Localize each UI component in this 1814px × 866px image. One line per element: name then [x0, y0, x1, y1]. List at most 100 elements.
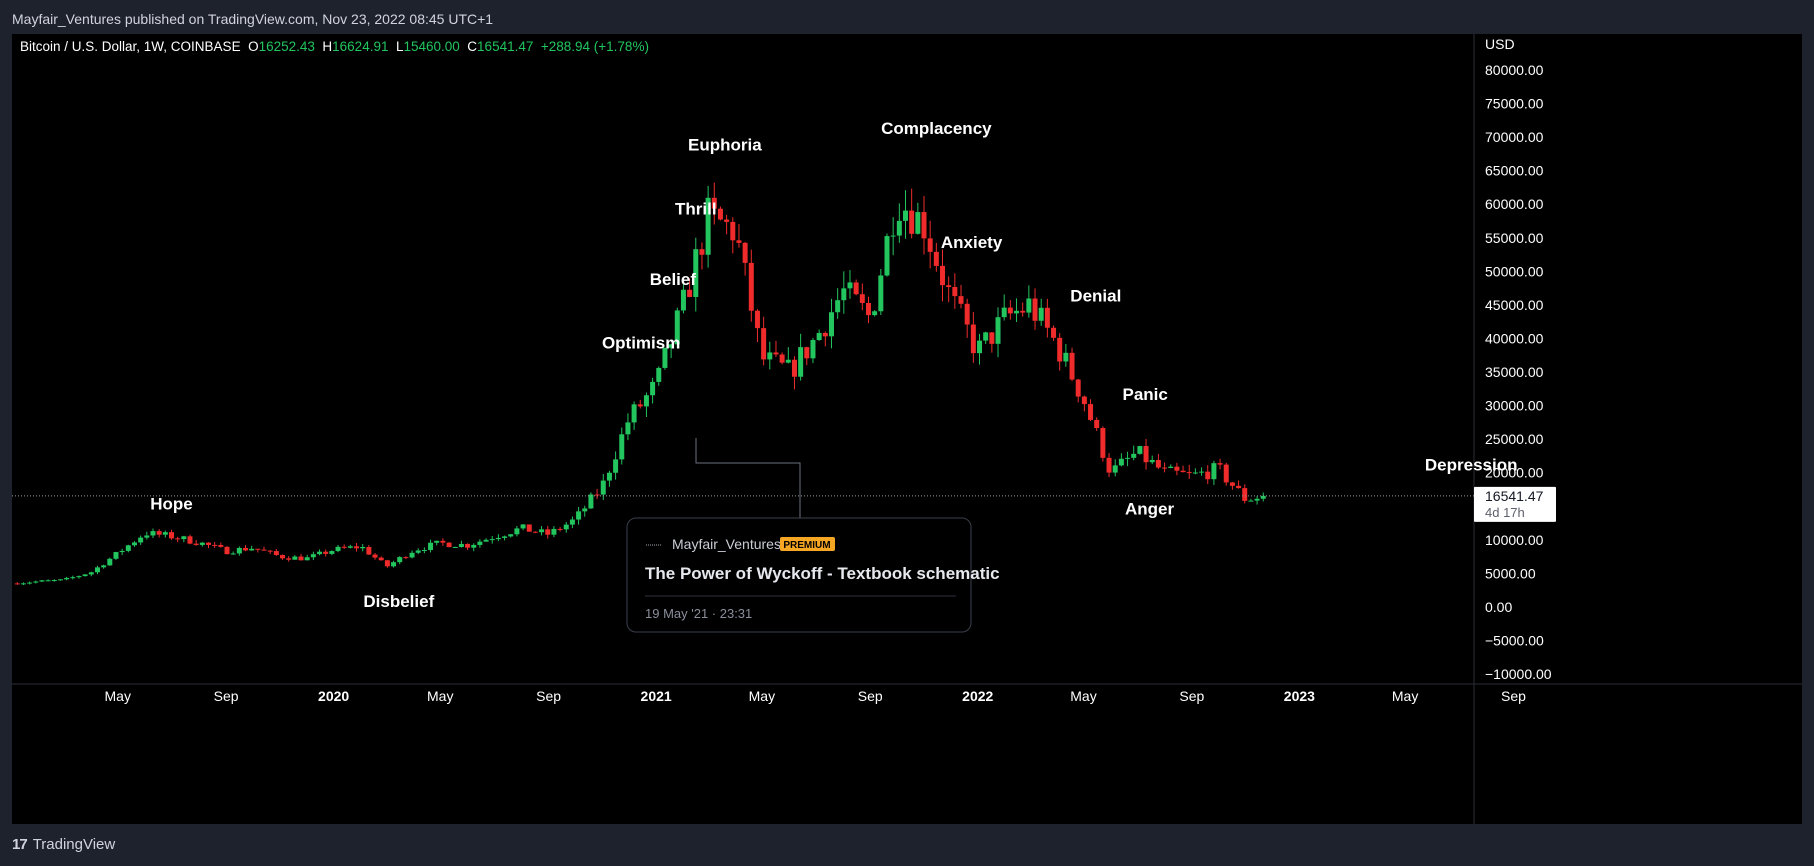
legend[interactable]: Bitcoin / U.S. Dollar, 1W, COINBASE O162… [20, 39, 649, 54]
candle-body [1057, 337, 1063, 362]
candle-body [471, 544, 477, 548]
phase-label[interactable]: Optimism [602, 334, 680, 353]
candle-body [1075, 379, 1081, 397]
phase-label[interactable]: Depression [1425, 456, 1518, 475]
idea-title[interactable]: The Power of Wyckoff - Textbook schemati… [645, 564, 1000, 583]
candle-body [730, 221, 736, 241]
premium-badge [780, 537, 835, 551]
y-tick-label: 70000.00 [1485, 129, 1544, 145]
candle-body [680, 289, 686, 311]
candle-body [397, 557, 403, 563]
candle-body [1155, 459, 1161, 468]
candle-body [1106, 457, 1112, 473]
phase-label[interactable]: Disbelief [363, 592, 434, 611]
candle-body [317, 551, 323, 555]
candle-body [724, 219, 730, 222]
candle-body [508, 534, 514, 537]
idea-connector-line [695, 438, 801, 518]
candle-body [335, 546, 341, 552]
candle-body [428, 542, 434, 551]
candle-body [249, 548, 255, 551]
currency-label[interactable]: USD [1485, 36, 1515, 52]
candle-body [14, 583, 20, 585]
y-tick-label: 0.00 [1485, 599, 1512, 615]
candle-body [1032, 298, 1038, 321]
footer-brand[interactable]: TradingView [32, 835, 116, 853]
phase-label[interactable]: Complacency [881, 119, 992, 138]
phase-label[interactable]: Anxiety [941, 233, 1003, 252]
legend-l-label: L [396, 39, 404, 54]
candle-body [495, 537, 501, 540]
candle-body [631, 404, 637, 423]
candle-body [810, 340, 816, 359]
candle-body [372, 554, 378, 558]
phase-label[interactable]: Belief [650, 270, 697, 289]
candle-body [705, 197, 711, 255]
candle-body [890, 235, 896, 237]
candle-body [853, 282, 859, 295]
phase-label[interactable]: Euphoria [688, 136, 762, 155]
candle-body [483, 539, 489, 542]
candle-body [107, 558, 113, 566]
candle-body [995, 317, 1001, 344]
legend-h-label: H [322, 39, 332, 54]
candle-body [1254, 498, 1260, 501]
candle-body [1217, 463, 1223, 465]
candle-body [884, 236, 890, 276]
legend-h-value: 16624.91 [332, 39, 396, 54]
publish-line: Mayfair_Ventures published on TradingVie… [0, 0, 1814, 34]
candle-body [1186, 472, 1192, 474]
candle-body [286, 558, 292, 560]
idea-author[interactable]: Mayfair_Ventures [672, 536, 781, 552]
candle-body [304, 557, 310, 561]
candle-body [859, 294, 865, 303]
candle-body [1014, 310, 1020, 314]
candle-body [970, 324, 976, 354]
candle-body [865, 302, 871, 316]
candle-body [557, 528, 563, 530]
legend-o-label: O [248, 39, 259, 54]
x-tick-label: May [749, 688, 775, 704]
x-tick-label: Sep [536, 688, 561, 704]
candle-body [526, 524, 532, 532]
phase-label[interactable]: Denial [1070, 287, 1121, 306]
candle-body [674, 310, 680, 345]
candle-body [1088, 404, 1094, 420]
candle-body [785, 359, 791, 363]
phase-label[interactable]: Anger [1125, 499, 1175, 518]
candle-body [539, 529, 545, 533]
candle-body [458, 543, 464, 547]
idea-card[interactable] [626, 517, 972, 633]
candle-body [613, 459, 619, 473]
candle-body [125, 545, 131, 551]
phase-label[interactable]: Hope [150, 495, 193, 514]
phase-label[interactable]: Panic [1122, 385, 1167, 404]
candle-body [292, 556, 298, 560]
chart-canvas[interactable]: Bitcoin / U.S. Dollar, 1W, COINBASE O162… [12, 34, 1802, 824]
candle-body [409, 552, 415, 558]
candle-body [693, 249, 699, 297]
y-tick-label: −5000.00 [1485, 632, 1544, 648]
phase-label[interactable]: Thrill [675, 199, 717, 218]
candle-body [391, 562, 397, 567]
candle-body [1162, 467, 1168, 469]
tradingview-logo-icon[interactable]: 17 [12, 835, 28, 853]
legend-o-value: 16252.43 [259, 39, 323, 54]
candle-body [594, 494, 600, 496]
candle-body [33, 581, 39, 583]
candle-body [341, 546, 347, 548]
chart-frame[interactable]: Bitcoin / U.S. Dollar, 1W, COINBASE O162… [12, 34, 1802, 824]
candle-body [847, 282, 853, 289]
candle-body [989, 332, 995, 344]
price-tag-value: 16541.47 [1485, 488, 1544, 504]
candle-body [82, 574, 88, 577]
candle-body [366, 547, 372, 555]
candle-body [1229, 482, 1235, 486]
candle-body [94, 567, 100, 573]
candle-body [902, 210, 908, 221]
candle-body [255, 548, 261, 550]
candle-body [1100, 427, 1106, 458]
candle-body [1063, 352, 1069, 362]
price-tag-countdown: 4d 17h [1485, 505, 1525, 520]
candle-body [841, 288, 847, 301]
